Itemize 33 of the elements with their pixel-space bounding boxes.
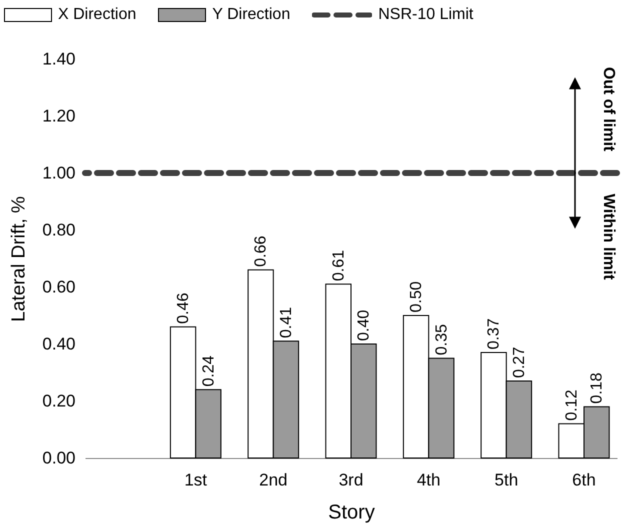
y-tick-label: 0.60	[42, 278, 76, 296]
y-tick-label: 1.20	[42, 106, 76, 126]
data-label: 0.12	[563, 390, 580, 421]
y-axis-title: Lateral Drift, %	[8, 196, 30, 322]
x-tick-label: 4th	[416, 470, 440, 490]
x-tick-label: 2nd	[259, 470, 288, 490]
x-tick-label: 6th	[572, 470, 596, 490]
y-tick-label: 1.40	[42, 50, 76, 68]
x-tick-label: 3rd	[338, 470, 364, 490]
annotation: Within limit	[600, 194, 617, 281]
y-tick-label: 0.40	[42, 334, 76, 354]
data-label: 0.40	[356, 310, 373, 341]
data-label: 0.18	[588, 372, 606, 404]
data-label: 0.46	[175, 292, 192, 324]
data-label: 0.50	[408, 281, 426, 312]
x-axis-title: Story	[328, 502, 375, 524]
annotation: Out of limit	[600, 66, 617, 152]
data-label: 0.27	[510, 346, 528, 378]
data-label: 0.61	[330, 250, 348, 282]
legend-label: Y Direction	[212, 6, 290, 24]
x-tick-label: 5th	[494, 470, 518, 490]
legend-label: X Direction	[58, 6, 136, 24]
y-tick-label: 1.00	[42, 164, 76, 182]
data-label: 0.66	[252, 236, 270, 267]
legend-label: NSR-10 Limit	[378, 6, 474, 24]
data-label: 0.37	[486, 318, 503, 350]
y-tick-label: 0.00	[42, 448, 76, 468]
data-label: 0.24	[200, 355, 218, 387]
y-tick-label: 0.20	[42, 392, 76, 410]
data-label: 0.35	[433, 324, 450, 356]
y-tick-label: 0.80	[42, 220, 76, 240]
data-label: 0.41	[278, 306, 295, 338]
x-tick-label: 1st	[184, 470, 208, 490]
